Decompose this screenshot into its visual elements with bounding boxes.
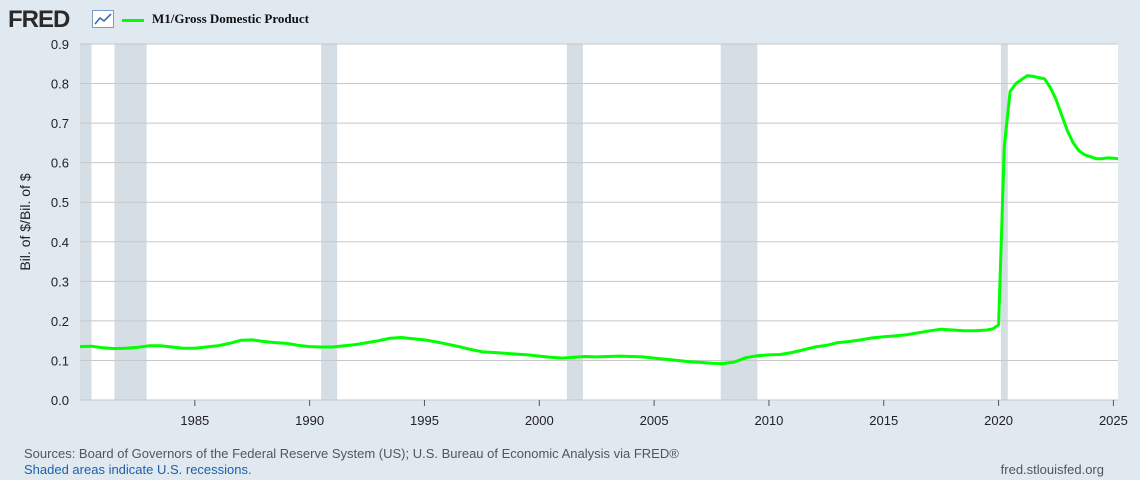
legend-label: M1/Gross Domestic Product [152,11,309,26]
line-chart: 0.00.10.20.30.40.50.60.70.80.9 1985 1990 1… [17,37,1128,428]
x-tick-label: 2010 [754,413,783,428]
y-tick-label: 0.2 [51,314,69,329]
x-axis-ticks: 1985 1990 1995 2000 2005 2010 2015 2020 2025 [180,400,1128,428]
y-tick-label: 0.5 [51,195,69,210]
y-tick-label: 0.7 [51,116,69,131]
legend-swatch [122,19,144,22]
recession-band [80,44,92,400]
y-tick-label: 0.8 [51,77,69,92]
site-link[interactable]: fred.stlouisfed.org [1000,462,1104,477]
y-tick-label: 0.6 [51,156,69,171]
recession-band [321,44,338,400]
recession-band [720,44,758,400]
chart-header: FRED M1/Gross Domestic Product [0,0,1140,40]
fred-logo[interactable]: FRED [8,6,70,33]
x-tick-label: 2020 [984,413,1013,428]
chart-footer: Sources: Board of Governors of the Feder… [24,446,1124,478]
x-tick-label: 1985 [180,413,209,428]
y-tick-label: 0.4 [51,235,69,250]
recession-band [114,44,147,400]
recession-band [566,44,583,400]
x-tick-label: 2000 [525,413,554,428]
y-tick-label: 0.0 [51,393,69,408]
gridlines [80,43,1118,401]
y-axis-ticks: 0.0 0.1 0.2 0.3 0.4 0.5 0.6 0.7 0.8 0.9 [51,37,69,408]
x-tick-label: 1990 [295,413,324,428]
x-tick-label: 2025 [1099,413,1128,428]
y-tick-label: 0.3 [51,274,69,289]
x-tick-label: 1995 [410,413,439,428]
y-tick-label: 0.1 [51,353,69,368]
recessions-note: Shaded areas indicate U.S. recessions. [24,462,252,477]
x-tick-label: 2015 [869,413,898,428]
plot-area [80,44,1118,400]
series-line-m1-gdp [79,74,1119,366]
sources-note: Sources: Board of Governors of the Feder… [24,446,679,461]
y-tick-label: 0.9 [51,37,69,52]
recession-shading [80,44,1008,400]
x-tick-label: 2005 [640,413,669,428]
line-chart-icon[interactable] [92,10,114,28]
y-axis-label: Bil. of $/Bil. of $ [17,173,33,270]
recession-band [1000,44,1008,400]
